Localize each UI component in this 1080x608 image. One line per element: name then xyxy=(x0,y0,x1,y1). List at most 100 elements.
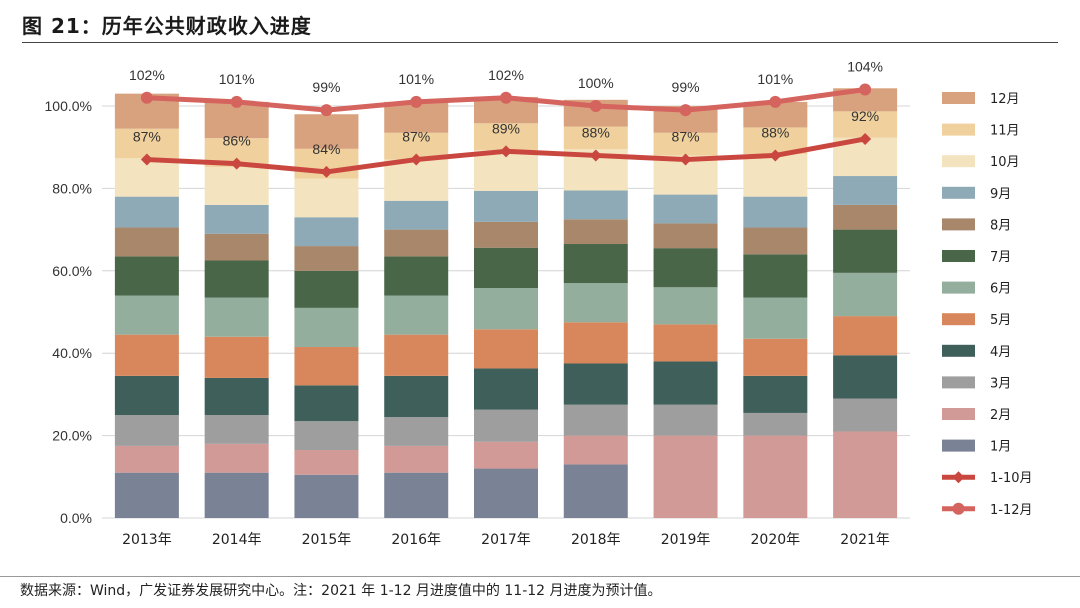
line-data-label: 87% xyxy=(133,129,161,145)
bar-segment xyxy=(563,363,628,405)
bar-segment xyxy=(294,347,359,386)
bar-segment xyxy=(204,415,269,444)
bar-segment xyxy=(114,334,179,376)
bar-segment xyxy=(384,200,449,230)
x-tick-label: 2014年 xyxy=(212,532,262,548)
bar-segment xyxy=(563,126,628,150)
bars xyxy=(114,88,898,518)
bar-segment xyxy=(833,355,898,399)
line-marker xyxy=(589,100,602,112)
legend-label: 1-10月 xyxy=(990,471,1033,486)
bar-segment xyxy=(204,204,269,234)
line-data-label: 87% xyxy=(672,129,700,145)
legend-swatch xyxy=(942,281,975,294)
legend-marker xyxy=(952,471,965,484)
x-tick-label: 2017年 xyxy=(481,532,531,548)
line-data-label: 84% xyxy=(312,141,340,157)
bar-segment xyxy=(653,223,718,249)
y-tick-label: 40.0% xyxy=(52,345,92,361)
legend-label: 2月 xyxy=(990,408,1011,423)
legend-swatch xyxy=(942,439,975,452)
stacked-bar-line-chart: 0.0% 20.0% 40.0% 60.0% 80.0% 100.0% 2013年 2014… xyxy=(45,59,1033,548)
line-data-label: 101% xyxy=(398,71,434,87)
bar-segment xyxy=(114,196,179,228)
bar-segment xyxy=(833,431,898,518)
legend-label: 9月 xyxy=(990,187,1011,202)
x-tick-label: 2015年 xyxy=(302,532,352,548)
legend-swatch xyxy=(942,92,975,104)
legend-label: 8月 xyxy=(990,218,1011,233)
x-tick-label: 2021年 xyxy=(840,532,890,548)
bar-segment xyxy=(653,324,718,362)
line-marker xyxy=(320,165,333,178)
legend-label: 1-12月 xyxy=(990,503,1033,518)
bar-segment xyxy=(563,464,628,518)
bar-segment xyxy=(474,221,538,248)
legend-label: 11月 xyxy=(990,124,1020,139)
line-data-label: 87% xyxy=(402,129,430,145)
bar-segment xyxy=(114,256,179,296)
bar-segment xyxy=(653,435,718,518)
bar-segment xyxy=(653,361,718,405)
bar-segment xyxy=(204,101,269,139)
legend-label: 6月 xyxy=(990,282,1011,297)
source-note: 数据来源：Wind，广发证券发展研究中心。注：2021 年 1-12 月进度值中… xyxy=(20,583,662,599)
bar-segment xyxy=(114,128,179,159)
legend-label: 10月 xyxy=(990,155,1020,170)
x-tick-label: 2016年 xyxy=(391,532,441,548)
bar-segment xyxy=(114,472,179,518)
bar-segment xyxy=(384,334,449,376)
bar-segment xyxy=(204,443,269,473)
bar-segment xyxy=(833,398,898,432)
bar-segment xyxy=(743,338,808,376)
bar-segment xyxy=(563,219,628,245)
bar-segment xyxy=(294,421,359,451)
bar-segment xyxy=(743,412,808,436)
bar-segment xyxy=(653,132,718,156)
bar-segment xyxy=(743,227,808,255)
line-data-label: 102% xyxy=(488,67,524,83)
bar-segment xyxy=(294,474,359,518)
bar-segment xyxy=(743,254,808,298)
bar-segment xyxy=(833,229,898,273)
line-marker xyxy=(769,95,782,108)
bar-segment xyxy=(204,233,269,261)
bar-segment xyxy=(114,445,179,473)
bar-segment xyxy=(204,297,269,337)
line-data-label: 104% xyxy=(847,59,883,75)
legend-label: 5月 xyxy=(990,313,1011,328)
bar-segment xyxy=(384,472,449,518)
bar-segment xyxy=(204,472,269,518)
y-tick-label: 100.0% xyxy=(45,98,92,114)
x-tick-label: 2013年 xyxy=(122,532,172,548)
x-tick-label: 2018年 xyxy=(571,532,621,548)
bar-segment xyxy=(384,417,449,446)
bar-segment xyxy=(294,307,359,348)
bar-segment xyxy=(563,283,628,323)
bar-segment xyxy=(743,375,808,413)
line-data-label: 92% xyxy=(851,108,879,124)
line-marker xyxy=(320,104,333,117)
x-axis-labels: 2013年 2014年 2015年 2016年 2017年 2018年 2019年 2020年… xyxy=(122,532,890,548)
legend: 12月 11月 10月 9月 8月 7月 6月 5月 4月 3月 2月 1月 1-10月 1-12月 xyxy=(942,92,1033,518)
bar-segment xyxy=(114,227,179,257)
x-tick-label: 2019年 xyxy=(661,532,711,548)
bar-segment xyxy=(474,247,538,289)
bar-segment xyxy=(204,336,269,378)
line-marker xyxy=(230,95,243,108)
line-marker xyxy=(500,91,512,104)
bar-segment xyxy=(294,450,359,475)
y-axis-ticks: 0.0% 20.0% 40.0% 60.0% 80.0% 100.0% xyxy=(45,98,92,526)
legend-swatch xyxy=(942,186,975,199)
line-data-label: 89% xyxy=(492,120,520,136)
figure-title: 图 21：历年公共财政收入进度 xyxy=(22,14,312,38)
bar-segment xyxy=(563,190,628,220)
bar-segment xyxy=(833,272,898,317)
bar-segment xyxy=(833,316,898,356)
line-data-label: 88% xyxy=(582,124,610,140)
line-marker xyxy=(410,153,423,166)
y-tick-label: 0.0% xyxy=(60,510,92,526)
legend-swatch xyxy=(942,123,975,136)
title-rule xyxy=(22,42,1058,43)
bar-segment xyxy=(474,441,538,469)
